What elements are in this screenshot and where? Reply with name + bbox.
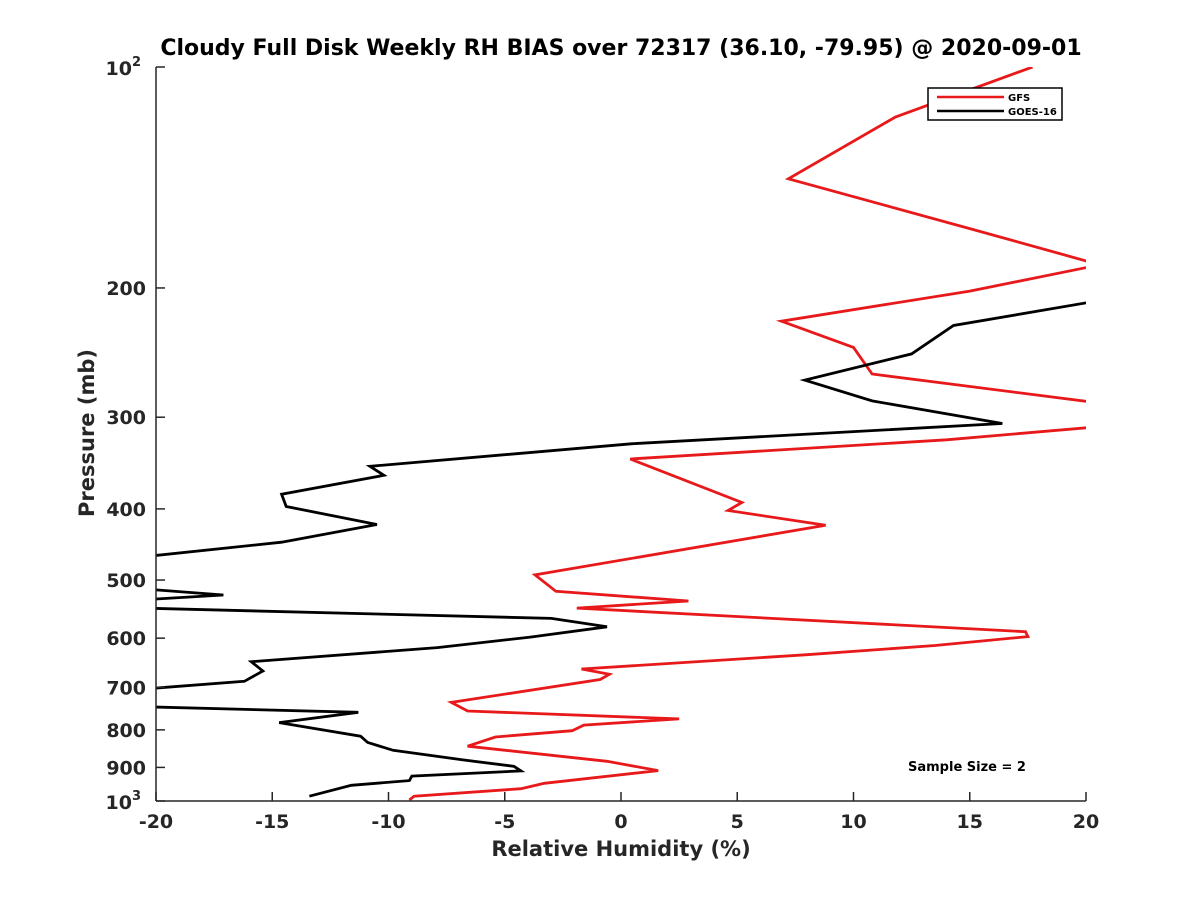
series-layer — [156, 67, 1086, 801]
axes — [155, 67, 1086, 802]
y-tick-label: 500 — [106, 570, 146, 592]
x-ticks: -20 -15 -10 -5 0 5 10 15 20 — [139, 792, 1099, 833]
legend-label-gfs: GFS — [1008, 93, 1030, 104]
y-tick-label-exponent: 3 — [132, 789, 141, 804]
y-tick-label: 300 — [106, 407, 146, 429]
x-axis-label: Relative Humidity (%) — [491, 837, 750, 861]
y-tick-label: 400 — [106, 499, 146, 521]
x-tick-label: 0 — [614, 811, 627, 833]
legend-label-goes-16: GOES-16 — [1008, 107, 1057, 118]
y-tick-label-base: 10 — [106, 58, 132, 80]
y-tick-label: 700 — [106, 677, 146, 699]
sample-size-annotation: Sample Size = 2 — [908, 760, 1026, 775]
x-tick-label: 10 — [840, 811, 866, 833]
x-tick-label: 20 — [1073, 811, 1099, 833]
y-tick-label: 800 — [106, 720, 146, 742]
chart-title: Cloudy Full Disk Weekly RH BIAS over 723… — [160, 36, 1081, 61]
series-line-gfs — [408, 67, 1086, 801]
series-line-goes-16 — [156, 301, 1086, 798]
y-tick-label: 200 — [106, 278, 146, 300]
x-tick-label: -10 — [371, 811, 405, 833]
y-tick-label-base: 10 — [106, 792, 132, 814]
legend-box — [927, 87, 1063, 121]
x-tick-label: -15 — [255, 811, 289, 833]
y-tick-label: 600 — [106, 628, 146, 650]
y-tick-label: 900 — [106, 757, 146, 779]
x-tick-label: -20 — [139, 811, 173, 833]
legend: GFS GOES-16 — [927, 87, 1063, 121]
y-tick-label-exponent: 2 — [132, 55, 141, 70]
y-axis-label: Pressure (mb) — [75, 349, 99, 517]
x-tick-label: 5 — [731, 811, 744, 833]
x-tick-label: -5 — [494, 811, 515, 833]
x-tick-label: 15 — [957, 811, 983, 833]
